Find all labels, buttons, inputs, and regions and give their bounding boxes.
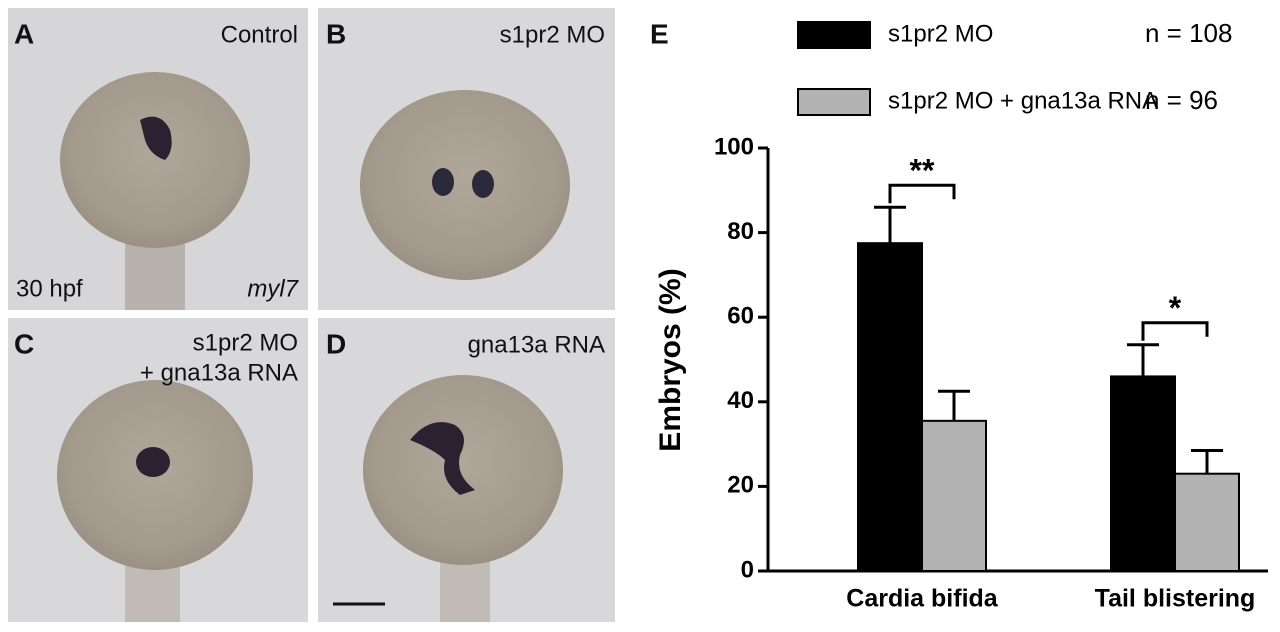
panel-label: s1pr2 MO <box>500 21 605 48</box>
y-tick-label: 100 <box>714 133 754 160</box>
n-label: n = 96 <box>1145 85 1218 115</box>
stage-label: 30 hpf <box>16 275 83 302</box>
panel-label: s1pr2 MO <box>193 329 298 356</box>
legend-label: s1pr2 MO <box>888 20 993 47</box>
panel-letter: B <box>326 18 346 49</box>
legend-swatch <box>797 21 871 49</box>
significance-label: ** <box>910 153 935 189</box>
photo-d <box>318 318 615 622</box>
bar <box>1174 472 1240 572</box>
n-label: n = 108 <box>1145 18 1232 48</box>
y-tick-label: 80 <box>727 218 754 245</box>
bar <box>1110 375 1176 573</box>
panel-letter: C <box>14 328 34 359</box>
y-tick-label: 60 <box>727 303 754 330</box>
x-tick-label: Tail blistering <box>1095 585 1256 613</box>
photo-a <box>8 8 308 310</box>
panel-label: gna13a RNA <box>468 331 605 358</box>
y-axis-label: Embryos (%) <box>654 268 687 451</box>
panel-label: Control <box>221 21 298 48</box>
y-tick-label: 20 <box>727 472 754 499</box>
bar <box>921 419 987 572</box>
legend-swatch <box>797 88 871 116</box>
bar <box>857 242 923 573</box>
panel-letter: A <box>14 18 34 49</box>
significance-label: * <box>1169 290 1182 326</box>
photo-b <box>318 8 615 310</box>
significance-bracket <box>1141 321 1209 341</box>
panel-letter: E <box>650 18 669 49</box>
panel-letter: D <box>326 328 346 359</box>
y-tick-label: 40 <box>727 387 754 414</box>
photo-c <box>8 318 308 622</box>
legend-label: s1pr2 MO + gna13a RNA <box>888 87 1158 114</box>
panel-label: + gna13a RNA <box>140 359 298 386</box>
y-tick-label: 0 <box>741 556 754 583</box>
significance-bracket <box>888 183 956 204</box>
marker-label: myl7 <box>247 275 299 302</box>
x-tick-label: Cardia bifida <box>846 585 999 613</box>
